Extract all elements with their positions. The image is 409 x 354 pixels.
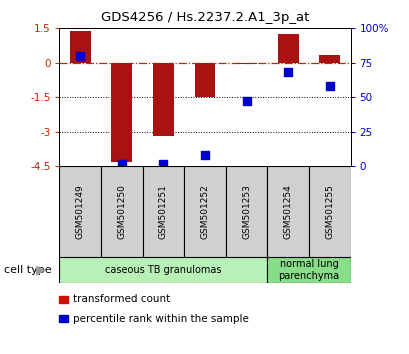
- Point: [201, 153, 208, 158]
- Bar: [319, 55, 339, 63]
- Point: [77, 53, 83, 59]
- Bar: [111, 63, 132, 162]
- FancyBboxPatch shape: [184, 166, 225, 257]
- FancyBboxPatch shape: [59, 257, 267, 283]
- Text: cell type: cell type: [4, 265, 52, 275]
- Point: [243, 99, 249, 104]
- Bar: [236, 63, 256, 64]
- FancyBboxPatch shape: [225, 166, 267, 257]
- Text: GSM501251: GSM501251: [159, 184, 168, 239]
- Bar: [277, 34, 298, 63]
- Text: GDS4256 / Hs.2237.2.A1_3p_at: GDS4256 / Hs.2237.2.A1_3p_at: [101, 11, 308, 24]
- FancyBboxPatch shape: [267, 257, 350, 283]
- Text: GSM501252: GSM501252: [200, 184, 209, 239]
- FancyBboxPatch shape: [267, 166, 308, 257]
- Text: caseous TB granulomas: caseous TB granulomas: [105, 265, 221, 275]
- Text: percentile rank within the sample: percentile rank within the sample: [72, 314, 248, 324]
- Text: GSM501255: GSM501255: [324, 184, 333, 239]
- Bar: [194, 63, 215, 97]
- Point: [118, 161, 125, 166]
- Point: [284, 70, 291, 75]
- Text: GSM501250: GSM501250: [117, 184, 126, 239]
- Text: transformed count: transformed count: [72, 294, 169, 304]
- FancyBboxPatch shape: [308, 166, 350, 257]
- FancyBboxPatch shape: [142, 166, 184, 257]
- Bar: [153, 63, 173, 136]
- Point: [326, 84, 332, 89]
- Text: normal lung
parenchyma: normal lung parenchyma: [278, 259, 339, 281]
- Bar: [70, 30, 90, 63]
- Text: GSM501249: GSM501249: [76, 184, 85, 239]
- Text: GSM501254: GSM501254: [283, 184, 292, 239]
- Text: GSM501253: GSM501253: [241, 184, 250, 239]
- Point: [160, 161, 166, 166]
- FancyBboxPatch shape: [101, 166, 142, 257]
- Text: ▶: ▶: [36, 263, 46, 276]
- FancyBboxPatch shape: [59, 166, 101, 257]
